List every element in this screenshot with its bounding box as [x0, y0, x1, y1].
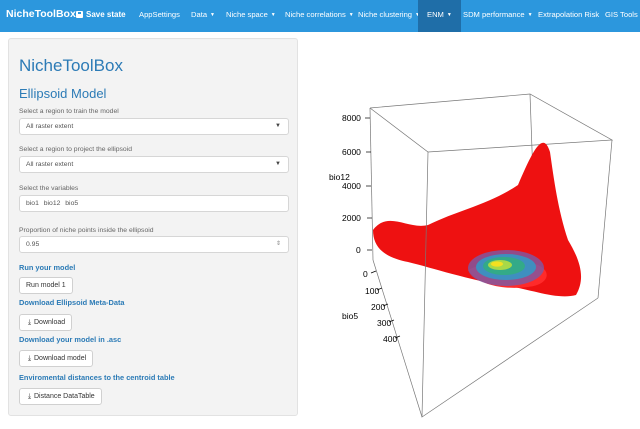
nav-label: SDM performance	[463, 10, 525, 19]
nav-niche-clustering[interactable]: Niche clustering▼	[358, 0, 420, 32]
nav-appsettings[interactable]: AppSettings	[139, 0, 180, 32]
y-axis: 0 100 200 300 400 bio5	[342, 269, 401, 344]
nav-label: Data	[191, 10, 208, 19]
download-metadata-button[interactable]: ⤓ Download	[19, 314, 73, 331]
download-icon: ⤓	[27, 319, 32, 326]
nav-label: AppSettings	[139, 10, 180, 19]
z-tick-label: 4000	[342, 181, 361, 191]
y-axis-label: bio5	[342, 311, 358, 321]
distance-datatable-button[interactable]: ⤓ Distance DataTable	[19, 388, 102, 405]
project-region-label: Select a region to project the ellipsoid	[19, 146, 132, 153]
nav-extrapolation-risk[interactable]: Extrapolation Risk	[538, 0, 599, 32]
download-icon: ⤓	[27, 393, 32, 400]
button-label: Distance DataTable	[34, 393, 95, 400]
z-tick-label: 6000	[342, 147, 361, 157]
download-icon: ⤓	[27, 355, 32, 362]
distance-table-header: Enviromental distances to the centroid t…	[19, 373, 175, 382]
y-tick-label: 300	[377, 318, 391, 328]
app-brand[interactable]: NicheToolBox	[6, 8, 76, 20]
spinner-icon[interactable]: ⇕	[275, 241, 281, 247]
variables-select[interactable]: bio1 bio12 bio5	[19, 195, 289, 212]
variable-tag[interactable]: bio5	[65, 200, 79, 207]
y-tick-label: 100	[365, 286, 379, 296]
top-navbar: NicheToolBox Save state AppSettings Data…	[0, 0, 640, 32]
nav-niche-correlations[interactable]: Niche correlations ▼	[285, 0, 354, 32]
proportion-input[interactable]: 0.95 ⇕	[19, 236, 289, 253]
save-state-button[interactable]: Save state	[76, 10, 126, 19]
caret-down-icon: ▼	[446, 12, 452, 18]
panel-title: NicheToolBox	[19, 56, 123, 75]
z-tick-label: 8000	[342, 113, 361, 123]
button-label: Download	[34, 319, 66, 326]
z-axis: 8000 6000 4000 2000 0 bio12	[329, 113, 372, 255]
nav-label: ENM	[427, 10, 444, 19]
save-icon	[76, 11, 83, 18]
y-tick-label: 0	[363, 269, 368, 279]
ellipsoid-model-panel: NicheToolBox Ellipsoid Model Select a re…	[8, 38, 298, 416]
y-tick-label: 400	[383, 334, 397, 344]
caret-down-icon: ▼	[210, 12, 215, 18]
ellipsoid-3d-plot[interactable]: 8000 6000 4000 2000 0 bio12 0 100 200 30…	[318, 90, 618, 420]
train-region-label: Select a region to train the model	[19, 108, 119, 115]
project-region-value: All raster extent	[26, 161, 74, 168]
nav-sdm-performance[interactable]: SDM performance ▼	[463, 0, 533, 32]
run-model-button[interactable]: Run model 1	[19, 277, 73, 294]
download-model-button[interactable]: ⤓ Download model	[19, 350, 94, 367]
z-tick-label: 0	[356, 245, 361, 255]
proportion-label: Proportion of niche points inside the el…	[19, 227, 154, 234]
caret-down-icon: ▼	[527, 12, 533, 18]
train-region-select[interactable]: All raster extent ▼	[19, 118, 289, 135]
panel-subtitle: Ellipsoid Model	[19, 86, 107, 101]
nav-label: Niche clustering	[358, 10, 413, 19]
nav-niche-space[interactable]: Niche space ▼	[226, 0, 276, 32]
caret-down-icon: ▼	[348, 12, 354, 18]
project-region-select[interactable]: All raster extent ▼	[19, 156, 289, 173]
nav-label: Niche correlations	[285, 10, 346, 19]
plot-box-front	[372, 151, 599, 418]
nav-enm[interactable]: ENM ▼	[418, 0, 461, 32]
variable-tag[interactable]: bio12	[43, 200, 61, 207]
nav-gis-tools[interactable]: GIS Tools	[605, 0, 638, 32]
nav-label: GIS Tools	[605, 10, 638, 19]
y-tick-label: 200	[371, 302, 385, 312]
run-model-header: Run your model	[19, 263, 76, 272]
button-label: Download model	[34, 355, 87, 362]
save-state-label: Save state	[86, 10, 126, 19]
z-tick-label: 2000	[342, 213, 361, 223]
z-axis-label: bio12	[329, 172, 350, 182]
caret-down-icon: ▼	[270, 12, 276, 18]
dropdown-arrow-icon: ▼	[275, 123, 281, 129]
variables-label: Select the variables	[19, 185, 79, 192]
proportion-value: 0.95	[26, 241, 40, 248]
nav-data[interactable]: Data ▼	[191, 0, 215, 32]
metadata-header: Download Ellipsoid Meta-Data	[19, 298, 125, 307]
nav-label: Extrapolation Risk	[538, 10, 600, 19]
caret-down-icon: ▼	[415, 12, 420, 18]
download-asc-header: Download your model in .asc	[19, 335, 122, 344]
dropdown-arrow-icon: ▼	[275, 161, 281, 167]
variable-tag[interactable]: bio1	[26, 200, 39, 207]
train-region-value: All raster extent	[26, 123, 74, 130]
nav-label: Niche space	[226, 10, 268, 19]
ellipsoid	[468, 250, 544, 286]
